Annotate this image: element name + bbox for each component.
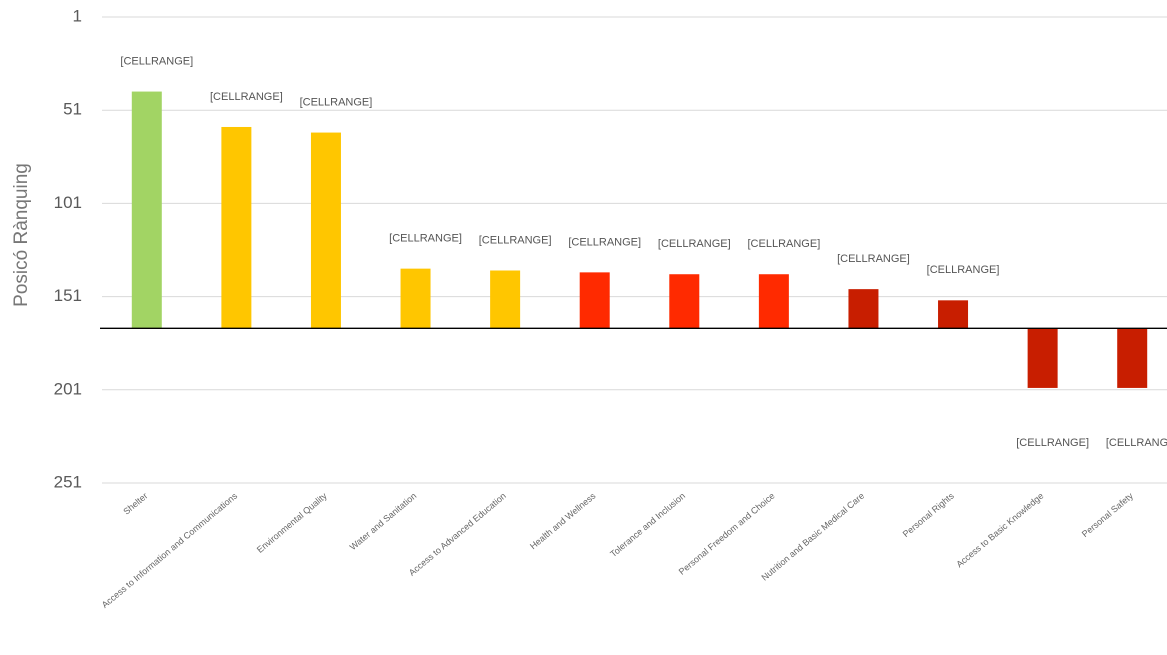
data-label: [CELLRANGE] xyxy=(658,238,731,250)
x-tick-label: Personal Freedom and Choice xyxy=(677,491,777,577)
data-label: [CELLRANGE] xyxy=(748,238,821,250)
data-label: [CELLRANGE] xyxy=(568,236,641,248)
bar xyxy=(758,274,789,329)
data-label: [CELLRANGE] xyxy=(300,96,373,108)
y-tick-label: 1 xyxy=(73,6,82,25)
x-tick-label: Personal Safety xyxy=(1080,490,1135,539)
bar xyxy=(1117,328,1148,388)
y-tick-label: 251 xyxy=(54,472,82,491)
x-tick-label: Health and Wellness xyxy=(528,490,598,551)
y-tick-label: 201 xyxy=(54,379,82,398)
data-label: [CELLRANGE] xyxy=(210,91,283,103)
data-label: [CELLRANGE] xyxy=(120,55,193,67)
bar xyxy=(1027,328,1058,388)
bar xyxy=(579,272,610,329)
data-label: [CELLRANGE] xyxy=(837,253,910,265)
x-tick-label: Water and Sanitation xyxy=(348,491,419,552)
x-tick-label: Nutrition and Basic Medical Care xyxy=(759,491,866,583)
y-tick-label: 101 xyxy=(54,193,82,212)
y-tick-label: 51 xyxy=(63,100,82,119)
y-tick-label: 151 xyxy=(54,286,82,305)
x-tick-label: Shelter xyxy=(121,491,149,517)
x-tick-label: Access to Basic Knowledge xyxy=(954,491,1045,570)
x-tick-label: Tolerance and Inclusion xyxy=(608,491,687,559)
x-tick-label: Access to Advanced Education xyxy=(407,491,508,578)
bar xyxy=(400,268,431,329)
bar xyxy=(938,300,969,329)
bar xyxy=(490,270,521,329)
bar xyxy=(848,289,879,329)
data-label: [CELLRANGE] xyxy=(389,233,462,245)
bar xyxy=(131,91,162,329)
bar xyxy=(310,132,341,329)
data-label: [CELLRANGE] xyxy=(927,264,1000,276)
x-tick-label: Personal Rights xyxy=(901,490,956,539)
x-tick-label: Environmental Quality xyxy=(255,490,329,555)
bar xyxy=(221,126,252,329)
data-label: [CELLRANGE] xyxy=(1016,437,1089,449)
bar xyxy=(669,274,700,329)
data-label: [CELLRANGE] xyxy=(1106,437,1167,449)
y-axis-label: Posicó Rànquing xyxy=(11,163,32,307)
data-label: [CELLRANGE] xyxy=(479,234,552,246)
